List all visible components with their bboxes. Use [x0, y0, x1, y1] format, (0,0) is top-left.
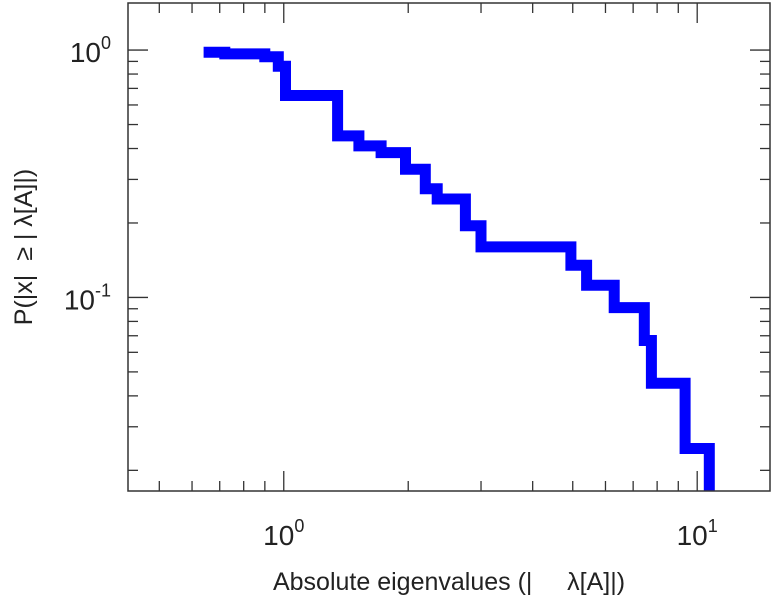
y-tick-label: 100 [70, 33, 111, 68]
x-tick-label: 100 [263, 516, 304, 551]
series-line [203, 46, 715, 491]
y-tick-label: 10-1 [64, 280, 111, 315]
y-axis-label: P(|x| ≥ | λ[A]|) [10, 169, 38, 325]
x-tick-label: 101 [677, 516, 718, 551]
tick-marks [128, 3, 770, 491]
plot-frame [127, 2, 771, 492]
series-group [203, 46, 715, 491]
tick-labels: 100 101 100 10-1 [64, 33, 718, 551]
x-axis-label: Absolute eigenvalues (| λ[A]|) [273, 568, 625, 596]
